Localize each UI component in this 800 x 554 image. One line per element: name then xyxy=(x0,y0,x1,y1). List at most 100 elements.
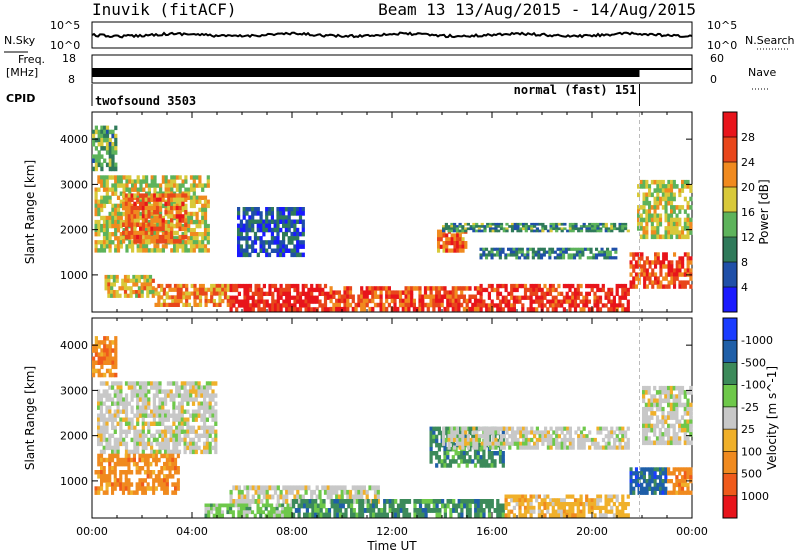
power-heatmap xyxy=(92,125,693,312)
heatmap-cell xyxy=(385,290,389,295)
heatmap-cell xyxy=(166,381,170,386)
heatmap-cell xyxy=(587,283,591,289)
heatmap-cell xyxy=(214,401,218,406)
heatmap-cell xyxy=(552,222,556,226)
heatmap-cell xyxy=(208,397,212,402)
heatmap-cell xyxy=(672,406,676,412)
heatmap-cell xyxy=(487,295,491,300)
heatmap-cell xyxy=(329,290,333,295)
heatmap-cell xyxy=(603,253,607,257)
heatmap-cell xyxy=(453,237,457,242)
heatmap-cell xyxy=(551,250,555,254)
heatmap-cell xyxy=(108,352,112,357)
heatmap-cell xyxy=(653,440,657,446)
heatmap-cell xyxy=(276,303,280,308)
heatmap-cell xyxy=(159,183,163,188)
heatmap-cell xyxy=(156,223,160,229)
heatmap-cell xyxy=(458,441,462,446)
heatmap-cell xyxy=(135,293,139,298)
heatmap-cell xyxy=(105,437,109,443)
heatmap-cell xyxy=(518,256,522,260)
heatmap-cell xyxy=(576,287,580,293)
heatmap-cell xyxy=(493,287,497,293)
heatmap-cell xyxy=(634,482,638,488)
heatmap-cell xyxy=(475,222,479,226)
heatmap-cell xyxy=(562,307,566,312)
heatmap-cell xyxy=(175,187,179,192)
heatmap-cell xyxy=(510,434,515,439)
heatmap-cell xyxy=(440,302,444,308)
heatmap-cell xyxy=(203,429,207,434)
heatmap-cell xyxy=(169,429,173,434)
heatmap-cell xyxy=(123,290,128,295)
heatmap-cell xyxy=(499,503,503,509)
heatmap-cell xyxy=(664,432,668,437)
heatmap-cell xyxy=(521,498,525,503)
heatmap-cell xyxy=(488,227,493,231)
heatmap-cell xyxy=(396,294,400,299)
heatmap-cell xyxy=(497,430,501,435)
heatmap-cell xyxy=(270,227,274,233)
heatmap-cell xyxy=(438,499,442,504)
heatmap-cell xyxy=(192,228,196,233)
heatmap-cell xyxy=(590,498,594,503)
heatmap-cell xyxy=(486,437,490,443)
heatmap-cell xyxy=(450,437,454,443)
heatmap-cell xyxy=(498,459,503,464)
heatmap-cell xyxy=(133,425,137,430)
heatmap-cell xyxy=(510,287,514,293)
nave-bar xyxy=(92,68,640,77)
heatmap-cell xyxy=(418,286,422,291)
heatmap-cell xyxy=(127,417,131,422)
heatmap-cell xyxy=(112,278,116,283)
heatmap-cell xyxy=(441,503,445,509)
heatmap-cell xyxy=(530,426,534,431)
heatmap-cell xyxy=(160,478,164,483)
heatmap-cell xyxy=(121,286,125,291)
heatmap-cell xyxy=(197,405,201,410)
heatmap-cell xyxy=(100,474,104,479)
heatmap-cell xyxy=(187,215,191,221)
heatmap-cell xyxy=(116,405,120,410)
heatmap-cell xyxy=(362,294,366,299)
heatmap-cell xyxy=(447,437,451,443)
heatmap-cell xyxy=(526,307,530,312)
heatmap-cell xyxy=(598,505,603,510)
heatmap-cell xyxy=(103,125,107,131)
heatmap-cell xyxy=(564,247,568,251)
heatmap-cell xyxy=(546,494,550,499)
heatmap-cell xyxy=(206,179,210,184)
heatmap-cell xyxy=(215,503,219,508)
heatmap-cell xyxy=(648,272,652,277)
heatmap-cell xyxy=(592,253,596,257)
heatmap-cell xyxy=(197,381,201,386)
heatmap-cell xyxy=(102,381,106,386)
heatmap-cell xyxy=(667,427,671,433)
heatmap-cell xyxy=(200,405,204,410)
heatmap-cell xyxy=(535,222,539,226)
heatmap-cell xyxy=(206,175,210,180)
heatmap-cell xyxy=(491,430,495,435)
heatmap-cell xyxy=(518,494,522,499)
heatmap-cell xyxy=(144,393,148,398)
heatmap-cell xyxy=(555,430,559,435)
heatmap-cell xyxy=(205,433,209,438)
heatmap-cell xyxy=(573,287,578,293)
heatmap-cell xyxy=(161,197,165,203)
heatmap-cell xyxy=(293,227,297,233)
heatmap-cell xyxy=(111,421,115,426)
heatmap-cell xyxy=(112,293,116,298)
heatmap-cell xyxy=(184,210,188,215)
heatmap-cell xyxy=(673,268,677,273)
heatmap-cell xyxy=(187,240,191,245)
heatmap-cell xyxy=(435,438,439,444)
heatmap-cell xyxy=(554,502,558,507)
heatmap-cell xyxy=(177,409,182,414)
heatmap-cell xyxy=(524,227,528,231)
heatmap-cell xyxy=(152,409,156,414)
heatmap-cell xyxy=(119,429,123,434)
heatmap-cell xyxy=(133,385,137,390)
heatmap-cell xyxy=(204,503,208,508)
heatmap-cell xyxy=(497,225,501,228)
heatmap-cell xyxy=(163,482,167,487)
